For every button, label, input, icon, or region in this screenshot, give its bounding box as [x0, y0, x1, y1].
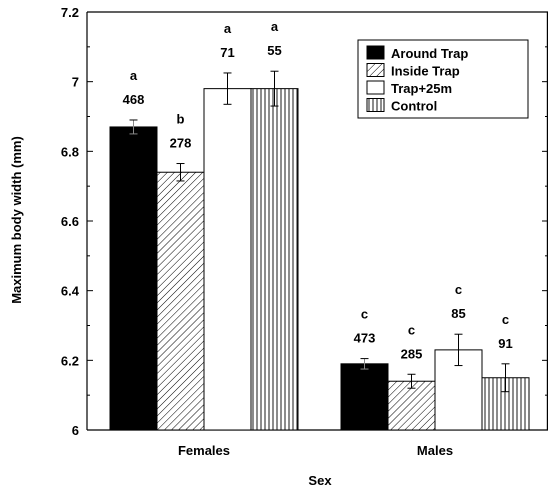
legend-label: Trap+25m	[391, 81, 452, 96]
sample-size-label: 285	[401, 346, 423, 361]
legend-label: Around Trap	[391, 46, 468, 61]
legend-swatch	[366, 45, 385, 60]
legend-swatch	[366, 98, 385, 112]
significance-letter: c	[502, 312, 509, 327]
bar	[203, 88, 252, 431]
x-tick-label: Females	[178, 443, 230, 458]
y-tick-label: 6.6	[61, 214, 79, 229]
x-axis-title: Sex	[308, 473, 332, 488]
annotations: 468 a 278 b 71 a 55 a 473 c 285 c 85 c 91 c	[123, 19, 513, 361]
sample-size-label: 91	[498, 336, 512, 351]
sample-size-label: 473	[354, 331, 376, 346]
significance-letter: a	[224, 21, 232, 36]
significance-letter: a	[130, 68, 138, 83]
y-tick-label: 6.8	[61, 144, 79, 159]
significance-letter: c	[361, 307, 368, 322]
bar	[109, 126, 158, 431]
x-tick-label: Males	[417, 443, 453, 458]
y-tick-label: 7	[72, 75, 79, 90]
axes: 6 6.2 6.4 6.6 6.8 7 7.2 Females Males	[61, 5, 548, 458]
y-tick-label: 6.4	[61, 284, 80, 299]
bars	[109, 70, 530, 431]
sample-size-label: 71	[220, 45, 234, 60]
sample-size-label: 468	[123, 92, 145, 107]
legend: Around Trap Inside Trap Trap+25m Control	[357, 39, 529, 119]
legend-swatch	[366, 80, 385, 95]
legend-label: Control	[391, 99, 437, 114]
sample-size-label: 278	[170, 136, 192, 151]
significance-letter: c	[408, 322, 415, 337]
y-tick-label: 6.2	[61, 353, 79, 368]
significance-letter: b	[177, 112, 185, 127]
legend-label: Inside Trap	[391, 64, 460, 79]
significance-letter: c	[455, 282, 462, 297]
sample-size-label: 55	[267, 43, 281, 58]
y-tick-label: 6	[72, 423, 79, 438]
y-tick-label: 7.2	[61, 5, 79, 20]
y-axis-title: Maximum body width (mm)	[9, 136, 24, 304]
bar	[340, 363, 389, 431]
significance-letter: a	[271, 19, 279, 34]
bar	[250, 88, 299, 431]
legend-box	[357, 39, 529, 119]
legend-swatch	[366, 63, 385, 77]
sample-size-label: 85	[451, 306, 465, 321]
bar	[156, 171, 205, 431]
